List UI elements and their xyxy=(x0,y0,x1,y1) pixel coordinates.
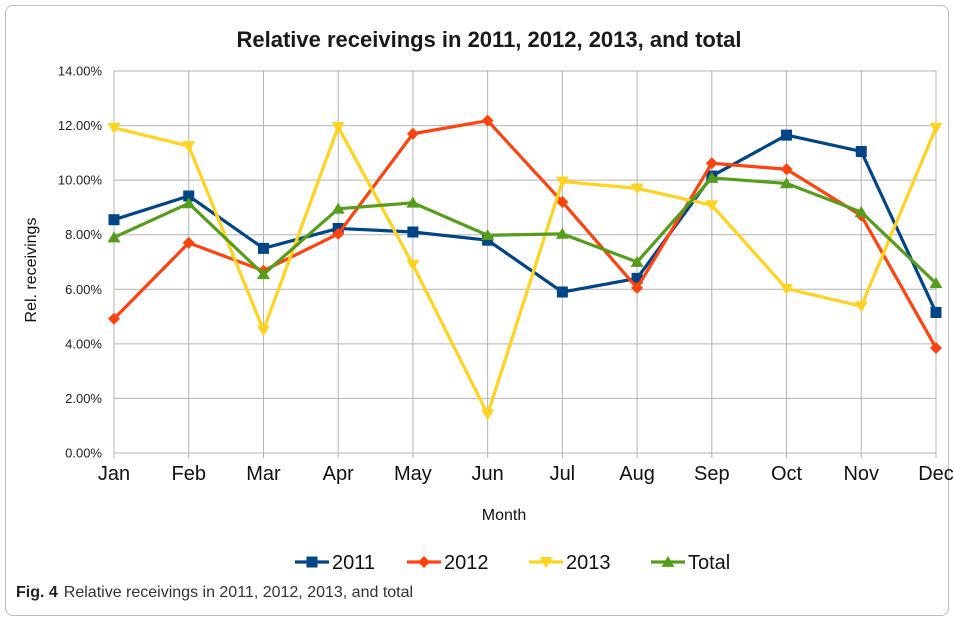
series-2011 xyxy=(108,129,942,318)
legend-swatch-marker xyxy=(661,555,675,567)
x-tick-label: Apr xyxy=(323,463,354,485)
data-point-2012 xyxy=(182,236,195,249)
y-tick-label: 4.00% xyxy=(65,336,102,351)
y-tick-label: 12.00% xyxy=(58,118,103,133)
y-tick-label: 0.00% xyxy=(65,446,102,461)
y-tick-label: 10.00% xyxy=(58,173,103,188)
data-point-2013 xyxy=(555,176,569,188)
legend-swatch-marker xyxy=(418,556,430,568)
data-point-2012 xyxy=(406,127,419,140)
x-tick-label: Jun xyxy=(472,463,504,485)
data-point-2011 xyxy=(855,145,867,157)
figure-frame xyxy=(5,5,949,616)
data-point-2013 xyxy=(481,409,495,421)
data-point-2012 xyxy=(108,312,120,325)
data-point-2013 xyxy=(406,259,420,271)
series-group xyxy=(107,114,943,421)
data-point-2011 xyxy=(631,272,643,284)
data-point-2011 xyxy=(482,234,494,246)
data-point-total xyxy=(107,231,121,243)
data-point-2012 xyxy=(556,195,569,208)
data-point-2011 xyxy=(781,129,793,141)
legend-label: Total xyxy=(688,552,730,574)
x-tick-label: Aug xyxy=(619,463,655,485)
data-point-2013 xyxy=(780,283,794,295)
data-point-total xyxy=(854,205,868,217)
data-point-2013 xyxy=(256,325,270,337)
y-tick-label: 8.00% xyxy=(65,227,102,242)
data-point-2013 xyxy=(705,200,719,212)
series-line-2012 xyxy=(112,119,938,349)
data-point-2013 xyxy=(331,122,345,134)
y-tick-label: 14.00% xyxy=(58,64,103,79)
data-point-2012 xyxy=(481,114,494,127)
series-line-2013 xyxy=(113,125,938,416)
x-tick-label: Dec xyxy=(918,463,954,485)
data-point-2011 xyxy=(407,226,419,238)
x-axis-label: Month xyxy=(482,507,526,524)
legend-label: 2013 xyxy=(566,552,611,574)
data-point-total xyxy=(929,277,943,289)
x-tick-label: Sep xyxy=(694,463,730,485)
chart-title: Relative receivings in 2011, 2012, 2013,… xyxy=(236,27,741,52)
legend: 2011 2012 2013 Total xyxy=(295,552,730,574)
legend-label: 2012 xyxy=(444,552,489,574)
legend-item-total: Total xyxy=(651,552,730,574)
y-tick-label: 6.00% xyxy=(65,282,102,297)
legend-swatch-marker xyxy=(306,556,318,568)
data-point-2013 xyxy=(929,122,943,134)
data-point-2012 xyxy=(631,281,644,294)
data-point-total xyxy=(705,171,719,183)
data-point-total xyxy=(481,229,495,241)
legend-item-2011: 2011 xyxy=(295,552,375,574)
figure-caption: Fig. 4 Relative receivings in 2011, 2012,… xyxy=(16,584,413,602)
legend-item-2013: 2013 xyxy=(529,552,611,574)
data-point-2013 xyxy=(182,141,196,153)
data-point-2011 xyxy=(257,242,269,254)
legend-swatch-marker xyxy=(539,557,553,569)
data-point-2011 xyxy=(930,306,942,318)
x-axis-ticks: Jan Feb Mar Apr May Jun Jul Aug Sep Oct Nov Dec xyxy=(98,463,954,485)
line-chart: Relative receivings in 2011, 2012, 2013,… xyxy=(23,27,954,574)
data-point-total xyxy=(780,177,794,189)
data-point-2012 xyxy=(780,163,793,176)
data-point-2013 xyxy=(107,122,121,134)
data-point-2013 xyxy=(854,301,868,313)
figure-caption-text: Relative receivings in 2011, 2012, 2013,… xyxy=(63,584,414,601)
data-point-2012 xyxy=(705,157,718,170)
data-point-2012 xyxy=(930,341,942,354)
x-tick-label: May xyxy=(394,463,432,485)
data-point-2012 xyxy=(332,227,345,240)
data-point-2013 xyxy=(630,183,644,195)
x-tick-label: Feb xyxy=(171,463,205,485)
data-point-2011 xyxy=(183,190,195,202)
y-axis-ticks: 0.00% 2.00% 4.00% 6.00% 8.00% 10.00% 12.00% 14.… xyxy=(58,64,103,461)
series-line-total xyxy=(113,176,938,285)
y-tick-label: 2.00% xyxy=(65,391,102,406)
data-point-2011 xyxy=(108,214,120,226)
x-tick-label: Mar xyxy=(246,463,281,485)
legend-item-2012: 2012 xyxy=(407,552,489,574)
data-point-total xyxy=(406,196,420,208)
x-tick-label: Jul xyxy=(550,463,576,485)
figure-label: Fig. 4 xyxy=(16,584,58,601)
series-line-2011 xyxy=(113,133,938,314)
x-tick-label: Oct xyxy=(771,463,803,485)
data-point-total xyxy=(630,255,644,267)
y-axis-label: Rel. receivings xyxy=(23,218,40,323)
x-tick-label: Jan xyxy=(98,463,130,485)
legend-label: 2011 xyxy=(332,552,375,574)
data-point-total xyxy=(256,268,270,280)
series-2013 xyxy=(107,122,943,421)
x-tick-label: Nov xyxy=(843,463,879,485)
series-total xyxy=(107,171,943,289)
data-point-2011 xyxy=(556,286,568,298)
data-point-total xyxy=(331,202,345,214)
data-point-total xyxy=(555,227,569,239)
data-point-total xyxy=(182,197,196,209)
